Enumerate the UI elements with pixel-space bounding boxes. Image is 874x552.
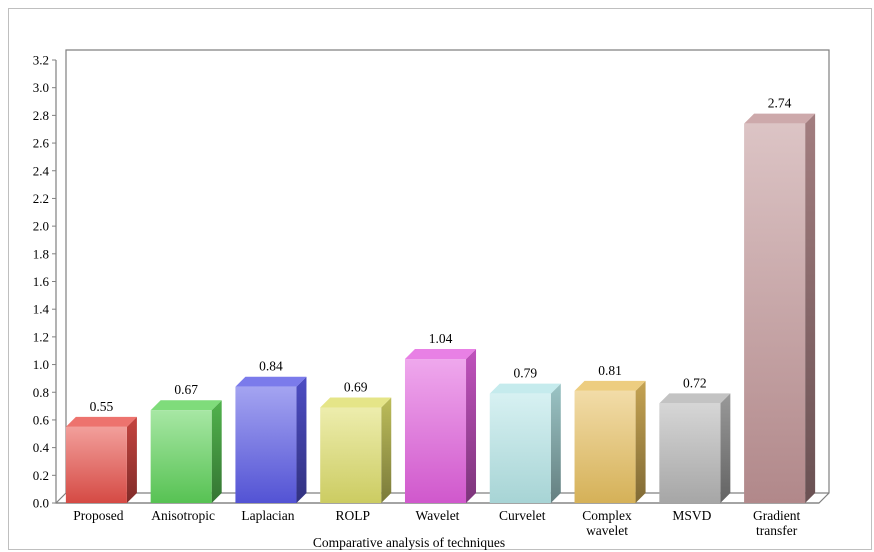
data-label: 1.04 [429, 331, 453, 346]
bar-front [744, 123, 806, 504]
x-tick-label: Proposed [73, 508, 123, 523]
x-tick-label: Complex wavelet [582, 508, 632, 538]
data-label: 0.84 [259, 359, 283, 374]
bar [489, 383, 561, 503]
y-tick-label: 2.8 [33, 108, 49, 123]
y-tick-label: 2.2 [33, 191, 49, 206]
bar-front [574, 390, 636, 503]
data-label: 0.69 [344, 379, 368, 394]
bar [65, 416, 137, 503]
bar [659, 393, 731, 503]
bar-side [211, 400, 222, 503]
bar-top [235, 376, 307, 387]
bar [320, 397, 392, 503]
bars [65, 113, 816, 504]
bar [744, 113, 816, 504]
bar [404, 349, 477, 503]
bar-top [65, 416, 137, 427]
bar-side [381, 397, 392, 503]
x-tick-label: Laplacian [241, 508, 294, 523]
y-tick-label: 2.6 [33, 136, 50, 151]
bar-top [150, 400, 222, 411]
x-tick-label: MSVD [672, 508, 711, 523]
data-label: 0.67 [174, 382, 198, 397]
bar-front [320, 407, 382, 503]
bar-chart: 0.0 0.2 0.4 0.6 0.8 1.0 1.2 1.4 1.6 1.8 2.0 2.2 2.4 2… [33, 49, 830, 550]
y-tick-label: 0.8 [33, 385, 49, 400]
y-tick-label: 1.4 [33, 302, 50, 317]
bar-side [805, 113, 816, 504]
x-tick-label: ROLP [335, 508, 370, 523]
bar [150, 400, 222, 503]
y-tick-label: 2.4 [33, 163, 50, 178]
bar-top [744, 113, 816, 124]
x-axis-title: Comparative analysis of techniques [313, 535, 505, 550]
chart-frame: 0.0 0.2 0.4 0.6 0.8 1.0 1.2 1.4 1.6 1.8 2.0 2.2 2.4 2… [8, 8, 872, 550]
bar-top [574, 380, 646, 391]
data-label: 0.81 [598, 363, 622, 378]
bar-front [150, 410, 212, 503]
bar [235, 376, 307, 503]
y-tick-label: 3.2 [33, 53, 49, 68]
y-tick-label: 0.4 [33, 440, 50, 455]
y-tick-label: 1.6 [33, 274, 50, 289]
y-tick-label: 0.6 [33, 412, 50, 427]
bar-front [235, 386, 297, 503]
bar-side [466, 349, 477, 503]
bar-side [550, 383, 561, 503]
bar-side [635, 380, 646, 503]
x-tick-label: Curvelet [499, 508, 546, 523]
bar-side [126, 416, 137, 503]
bar-front [404, 359, 467, 503]
y-tick-label: 1.8 [33, 246, 49, 261]
labels: 0.0 0.2 0.4 0.6 0.8 1.0 1.2 1.4 1.6 1.8 2.0 2.2 2.4 2… [33, 53, 801, 539]
bar-side [296, 376, 307, 503]
x-tick-label: Gradient transfer [753, 508, 800, 538]
data-label: 0.72 [683, 375, 707, 390]
bar-front [489, 393, 551, 503]
x-tick-label: Anisotropic [151, 508, 215, 523]
data-label: 0.55 [90, 399, 114, 414]
bar [574, 380, 646, 503]
y-tick-label: 2.0 [33, 219, 49, 234]
data-label: 0.79 [513, 366, 537, 381]
bar-side [720, 393, 731, 503]
bar-top [404, 349, 477, 360]
bar-top [659, 393, 731, 404]
bar-top [489, 383, 561, 394]
y-tick-label: 1.2 [33, 329, 49, 344]
y-tick-label: 3.0 [33, 80, 49, 95]
data-label: 2.74 [768, 96, 792, 111]
bar-front [65, 426, 127, 503]
y-tick-label: 0.0 [33, 496, 49, 511]
y-tick-label: 1.0 [33, 357, 49, 372]
y-tick-label: 0.2 [33, 468, 49, 483]
bar-front [659, 403, 721, 503]
x-tick-label: Wavelet [416, 508, 460, 523]
bar-top [320, 397, 392, 408]
